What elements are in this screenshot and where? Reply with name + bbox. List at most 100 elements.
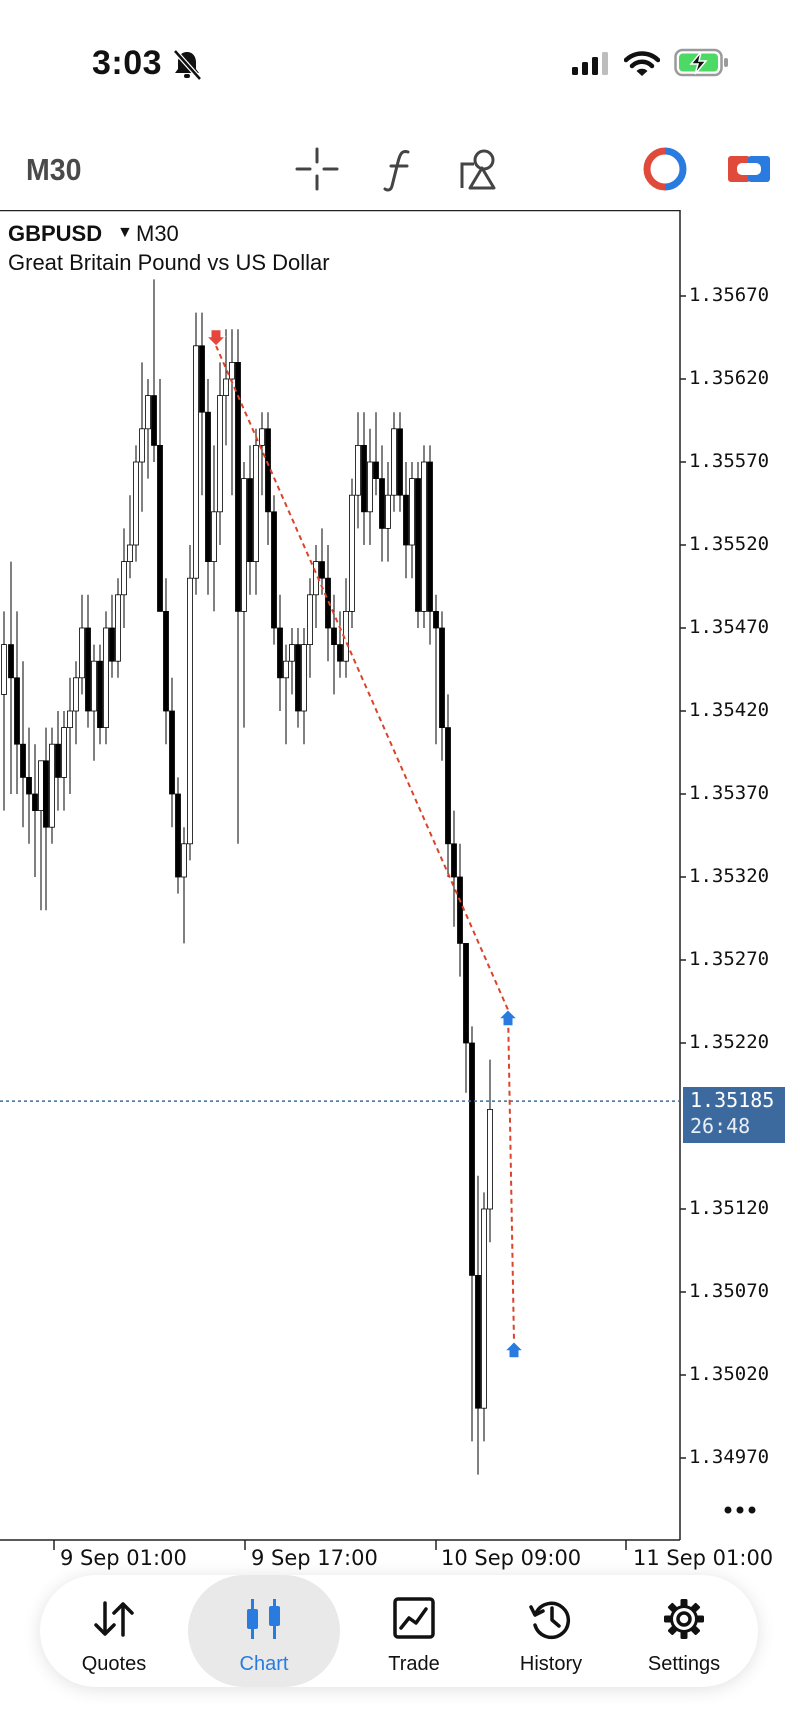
candle [247,478,253,563]
trade-levels-icon[interactable] [640,144,690,194]
candle [319,561,325,579]
price-axis-label: 1.35420 [689,699,770,721]
candle [139,428,145,463]
tab-quotes[interactable]: Quotes [40,1575,188,1687]
candle [109,627,115,662]
candle [145,395,151,430]
candle [157,444,163,612]
timeframe-selector[interactable]: M30 [26,152,82,187]
candle [421,461,427,612]
status-time: 3:03 [92,44,163,82]
chart-timeframe: M30 [136,221,179,246]
candle [26,777,32,795]
price-axis-label: 1.35320 [689,865,770,887]
candle [427,461,433,612]
history-icon [529,1601,571,1639]
candle [487,1109,493,1210]
candle [391,428,397,496]
indicators-icon[interactable] [374,144,424,194]
more-options-icon[interactable] [722,1500,762,1520]
candle [187,577,193,845]
candle [20,743,26,778]
tab-history[interactable]: History [477,1575,625,1687]
crosshair-icon[interactable] [292,144,342,194]
candle [379,478,385,529]
symbol-dropdown-icon[interactable]: ▼ [117,224,133,241]
candle [307,594,313,645]
candle [241,478,247,612]
buy-arrow-icon [503,1341,525,1359]
tab-label: Settings [647,1653,721,1675]
candle [289,644,295,662]
time-axis-label: 9 Sep 01:00 [60,1546,187,1570]
candle [199,345,205,413]
bottom-tab-bar: Quotes Chart Trade History [40,1575,758,1687]
candle [457,876,463,944]
settings-icon [664,1599,704,1639]
signal-icon [572,52,608,75]
candle [301,644,307,712]
time-axis-label: 11 Sep 01:00 [633,1546,774,1570]
candle [8,644,14,679]
candle [355,444,361,496]
time-axis-label: 9 Sep 17:00 [251,1546,378,1570]
candle [133,461,139,546]
candle [463,943,469,1044]
candle [1,644,7,695]
tab-settings[interactable]: Settings [610,1575,758,1687]
candle [349,494,355,612]
candle [43,760,49,828]
candle [295,644,301,712]
status-bar: 3:03 [0,0,800,130]
quotes-icon [94,1601,134,1637]
candle [373,461,379,480]
chart-icon [247,1599,280,1639]
candle [337,644,343,662]
price-axis-label: 1.35620 [689,367,770,389]
trade-link-line [215,345,509,1011]
candle [481,1208,487,1409]
chart-symbol[interactable]: GBPUSD [8,221,103,246]
candle [73,677,79,712]
candle [367,461,373,513]
bell-muted-icon [173,49,202,81]
candle [253,444,259,562]
tab-trade[interactable]: Trade [340,1575,488,1687]
candle [127,544,133,563]
price-axis-label: 1.35370 [689,782,770,804]
candle [259,428,265,446]
price-axis-label: 1.35520 [689,533,770,555]
tab-label: History [519,1653,583,1675]
bar-countdown: 26:48 [690,1114,751,1138]
objects-icon[interactable] [456,144,506,194]
candle [121,561,127,596]
candle [403,494,409,546]
candle [175,793,181,878]
tab-chart[interactable]: Chart [188,1575,340,1687]
candle [451,843,457,878]
candle [38,760,44,811]
battery-charging-icon [674,48,728,77]
one-click-trading-icon[interactable] [724,144,774,194]
price-chart[interactable] [0,210,800,1550]
trade-link-line [507,1009,515,1342]
candle [433,610,439,629]
wifi-icon [624,51,660,76]
sell-arrow-icon [205,329,227,347]
candle [85,627,91,712]
candle [61,727,67,778]
candle [439,627,445,728]
candle [169,710,175,795]
tab-label: Chart [239,1653,289,1675]
candle [151,395,157,446]
candle [211,511,217,562]
time-axis-label: 10 Sep 09:00 [441,1546,582,1570]
candle [325,577,331,629]
candle [97,660,103,729]
current-price: 1.35185 [690,1088,775,1112]
candle [283,660,289,679]
chart-description: Great Britain Pound vs US Dollar [8,250,330,275]
candle [409,478,415,546]
candle [469,1042,475,1276]
candle [217,395,223,513]
